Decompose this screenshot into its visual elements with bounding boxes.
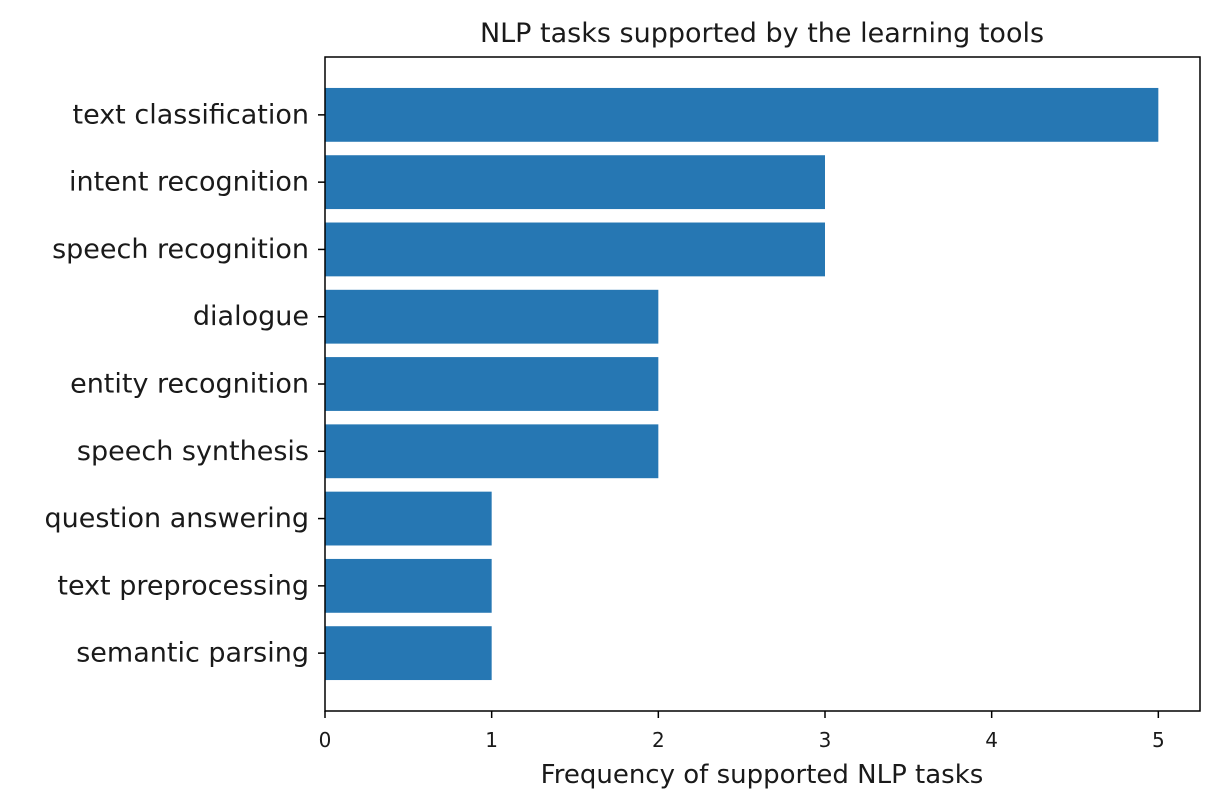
y-tick-label: dialogue: [193, 301, 309, 332]
bar-semantic-parsing: [325, 626, 492, 681]
y-tick-label: intent recognition: [69, 167, 309, 198]
y-tick-label: question answering: [44, 503, 309, 534]
x-axis: 0 1 2 3 4 5: [319, 711, 1165, 752]
y-axis: text classification intent recognition spe…: [44, 99, 325, 669]
y-tick-label: text preprocessing: [57, 570, 309, 601]
y-tick-label: entity recognition: [70, 369, 309, 400]
bar-entity-recognition: [325, 357, 659, 411]
y-tick-label: speech synthesis: [77, 436, 309, 467]
bars-layer: [325, 87, 1159, 681]
bar-text-preprocessing: [325, 558, 492, 613]
bar-speech-recognition: [325, 222, 825, 277]
bar-intent-recognition: [325, 155, 825, 210]
y-tick-label: semantic parsing: [76, 638, 309, 669]
x-tick-label: 1: [485, 728, 498, 752]
bar-question-answering: [325, 491, 492, 546]
x-axis-label: Frequency of supported NLP tasks: [541, 760, 984, 790]
x-tick-label: 3: [819, 728, 832, 752]
y-tick-label: speech recognition: [52, 234, 309, 265]
chart-title: NLP tasks supported by the learning tool…: [480, 18, 1044, 49]
bar-dialogue: [325, 289, 659, 344]
x-tick-label: 5: [1152, 728, 1165, 752]
x-tick-label: 2: [652, 728, 665, 752]
bar-speech-synthesis: [325, 424, 659, 479]
bar-text-classification: [325, 87, 1159, 142]
x-tick-label: 0: [319, 728, 332, 752]
x-tick-label: 4: [985, 728, 998, 752]
y-tick-label: text classification: [72, 99, 309, 130]
